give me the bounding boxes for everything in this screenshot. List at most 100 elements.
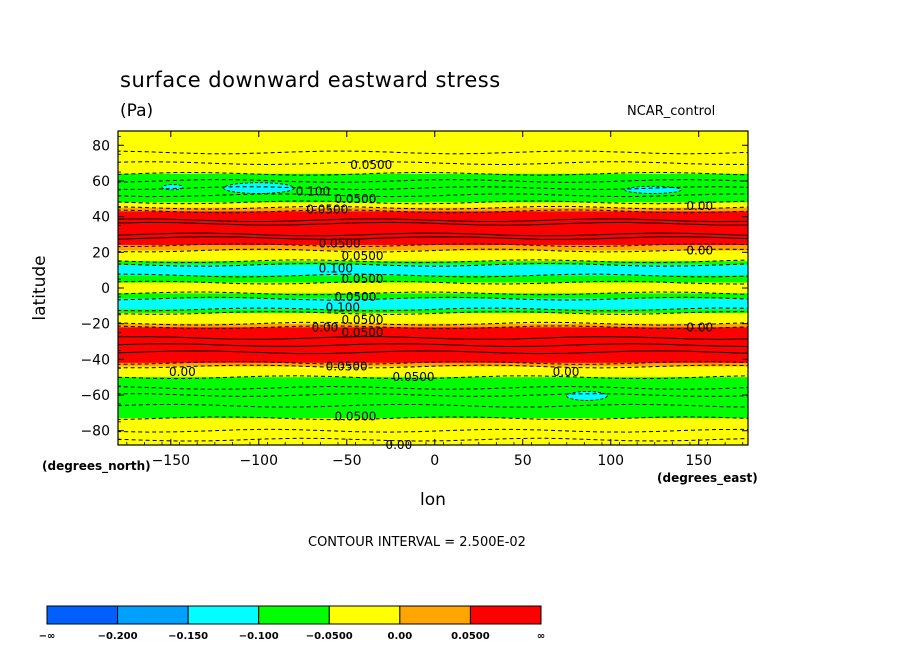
y-tick-label-0: −80 — [80, 424, 110, 440]
contour-line-29 — [117, 336, 749, 340]
contour-label-5: 0.0500 — [319, 236, 361, 250]
contour-line-10 — [117, 291, 749, 296]
x-tick-label-4: 50 — [514, 453, 532, 469]
contour-line-4 — [117, 243, 749, 248]
contour-line-9 — [117, 280, 749, 285]
contour-line-35 — [117, 428, 749, 433]
contour-line-32 — [117, 385, 749, 390]
contour-line-26 — [117, 236, 749, 240]
contour-label-3: 0.0500 — [306, 203, 348, 217]
colorbar-label-2: −0.150 — [168, 631, 208, 642]
contour-line-28 — [117, 218, 749, 223]
lat-band-19 — [118, 377, 748, 419]
y-tick-label-5: 20 — [92, 245, 110, 261]
x-axis: −150 −100 −50 0 50 100 150 — [126, 131, 744, 469]
x-tick-label-5: 100 — [597, 453, 624, 469]
contour-line-27 — [117, 221, 749, 226]
colorbar-swatch-yellow — [328, 605, 401, 625]
colorbar-swatch-orange — [399, 605, 471, 625]
colorbar-label-7: ∞ — [537, 631, 545, 642]
x-axis-title: lon — [420, 490, 446, 510]
contour-line-19 — [117, 416, 749, 421]
lat-band-7 — [118, 261, 748, 265]
contour-line-15 — [117, 325, 749, 330]
contour-line-7 — [117, 262, 749, 267]
contour-lines — [117, 150, 749, 442]
lat-band-6 — [118, 250, 748, 262]
x-tick-label-2: −50 — [332, 453, 362, 469]
contour-line-6 — [117, 259, 749, 264]
lat-band-13 — [118, 309, 748, 313]
lat-band-11 — [118, 293, 748, 299]
contour-line-2 — [117, 205, 749, 210]
contour-line-0 — [117, 171, 749, 176]
lat-band-12 — [118, 298, 748, 310]
contour-line-5 — [117, 248, 749, 253]
lat-band-18 — [118, 366, 748, 378]
contour-line-25 — [117, 232, 749, 237]
contour-interval: CONTOUR INTERVAL = 2.500E-02 — [308, 535, 526, 550]
lat-band-8 — [118, 264, 748, 276]
contour-label-8: 0.100 — [319, 261, 353, 275]
patch-0 — [161, 184, 184, 191]
colorbar-swatch-blue — [46, 605, 119, 625]
contour-line-20 — [117, 150, 749, 155]
contour-line-30 — [117, 343, 749, 348]
y-tick-label-6: 40 — [92, 210, 110, 226]
contour-line-33 — [117, 393, 749, 397]
contour-line-3 — [117, 209, 749, 214]
y-tick-label-3: −20 — [80, 317, 110, 333]
chart-units: (Pa) — [120, 101, 154, 121]
lat-band-17 — [118, 362, 748, 367]
lat-band-9 — [118, 275, 748, 283]
contour-label-18: 0.0500 — [393, 370, 435, 384]
colorbar: −∞ −0.200 −0.150 −0.100 −0.0500 0.00 0.0500 ∞ — [39, 605, 545, 642]
contour-line-17 — [117, 364, 749, 369]
y-tick-label-2: −40 — [80, 352, 110, 368]
colorbar-label-0: −∞ — [39, 631, 56, 642]
contour-line-1 — [117, 200, 749, 205]
contour-line-13 — [117, 311, 749, 315]
y-tick-label-4: 0 — [101, 281, 110, 297]
contour-label-17: 0.00 — [169, 365, 196, 379]
contour-label-13: 0.00 — [312, 320, 339, 334]
x-axis-units: (degrees_east) — [657, 471, 758, 485]
contour-line-34 — [117, 403, 749, 408]
contour-label-11: 0.100 — [326, 301, 360, 315]
lat-band-10 — [118, 282, 748, 294]
lat-band-14 — [118, 312, 748, 324]
contour-label-1: 0.100 — [296, 185, 330, 199]
x-tick-label-6: 150 — [685, 453, 712, 469]
contour-label-2: 0.0500 — [334, 192, 376, 206]
contour-label-6: 0.0500 — [341, 249, 383, 263]
contour-line-11 — [117, 296, 749, 301]
contour-line-16 — [117, 360, 749, 365]
contour-label-9: 0.0500 — [341, 272, 383, 286]
contour-label-10: 0.0500 — [334, 290, 376, 304]
contour-line-8 — [117, 273, 749, 278]
patch-1 — [223, 182, 295, 194]
contour-label-20: 0.0500 — [334, 409, 376, 423]
contour-line-22 — [117, 179, 749, 183]
colorbar-swatch-red — [469, 605, 542, 625]
contour-line-24 — [117, 193, 749, 198]
contour-label-16: 0.0500 — [326, 360, 368, 374]
y-tick-label-1: −60 — [80, 388, 110, 404]
colorbar-label-1: −0.200 — [98, 631, 138, 642]
y-axis: −80 −60 −40 −20 0 20 40 60 80 — [80, 135, 748, 441]
contour-line-21 — [117, 161, 749, 166]
lat-band-15 — [118, 323, 748, 328]
colorbar-swatch-green — [258, 605, 330, 625]
colorbar-label-6: 0.0500 — [451, 631, 490, 642]
contour-label-14: 0.0500 — [341, 326, 383, 340]
lat-band-2 — [118, 202, 748, 208]
contour-label-7: 0.00 — [686, 244, 713, 258]
contour-line-12 — [117, 307, 749, 312]
contour-label-0: 0.0500 — [350, 158, 392, 172]
contour-line-31 — [117, 350, 749, 355]
y-axis-units: (degrees_north) — [42, 459, 151, 473]
lat-band-5 — [118, 245, 748, 251]
patch-2 — [624, 185, 682, 194]
